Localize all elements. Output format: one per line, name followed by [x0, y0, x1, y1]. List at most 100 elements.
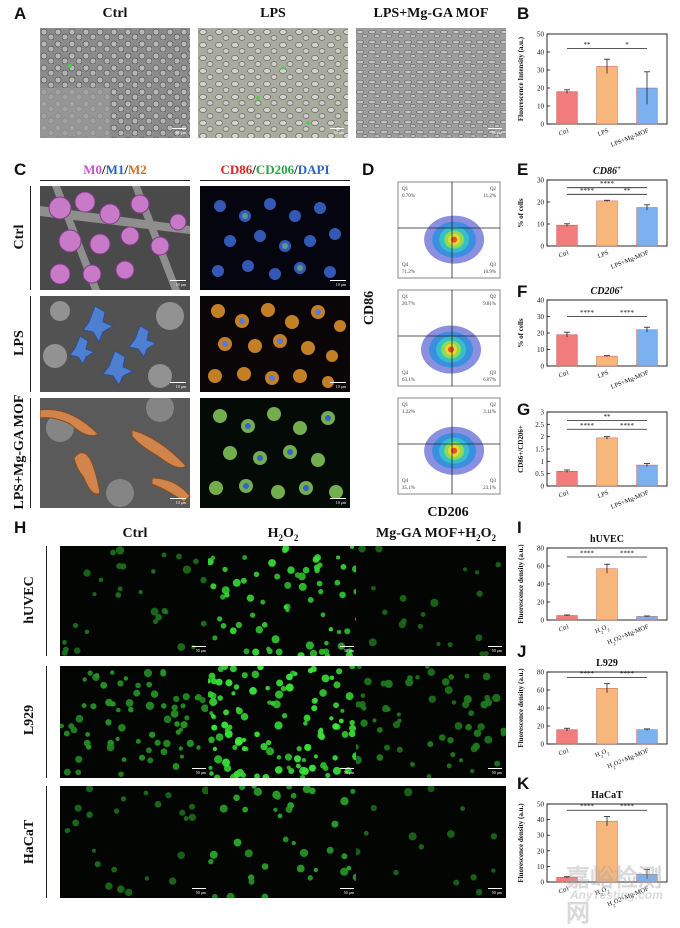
fluor-cell-1-1-17 — [233, 684, 240, 690]
fluor-cell-1-1-54 — [215, 733, 224, 742]
chart-i: hUVEC 0 20 40 60 80 Fluorescence density (a.u.… — [517, 534, 668, 646]
chart-i-cat-1: H2O2 — [594, 623, 611, 636]
chart-f-bar-0 — [556, 334, 578, 367]
fluor-cell-2-0-9 — [168, 877, 177, 885]
fluor-cell-1-2-14 — [446, 763, 452, 769]
fluor-cell-1-1-76 — [319, 689, 327, 697]
fluor-cell-1-0-36 — [115, 707, 121, 713]
flow-1-q2: Q2 — [490, 187, 497, 192]
chart-e-sig-text-1: **** — [580, 187, 595, 195]
fluor-cell-1-0-43 — [201, 704, 209, 713]
fluor-cell-0-0-12 — [161, 552, 167, 558]
panel-label-e: E — [517, 160, 529, 179]
cells-a-mof — [356, 28, 506, 138]
fluor-cell-1-1-21 — [284, 753, 293, 761]
fluor-cell-1-1-106 — [234, 738, 242, 746]
chart-j-cat-1-part-0: H — [594, 751, 601, 759]
chart-j-cat-2: H2O2+Mg-MOF — [606, 747, 650, 771]
fluor-cell-0-1-62 — [317, 562, 323, 568]
watermark-cn: 嘉峪检测网 — [566, 865, 662, 927]
fluor-cell-1-2-32 — [372, 718, 377, 723]
fluor-cell-1-1-62 — [320, 762, 327, 769]
fluor-cell-2-0-11 — [117, 885, 125, 894]
fluor-cell-1-0-49 — [170, 709, 179, 718]
fluor-cell-2-2-7 — [460, 806, 466, 812]
fluor-cell-0-1-25 — [340, 564, 347, 570]
flow-2-q2: Q2 — [490, 295, 497, 300]
panel-h-col-ctrl: Ctrl — [122, 526, 148, 541]
panel-h-col-h2o2: H2O2 — [208, 526, 358, 543]
chart-e-bar-2 — [636, 207, 658, 247]
fluor-cell-2-1-21 — [251, 786, 257, 789]
label-dapi: DAPI — [297, 162, 330, 177]
fluor-cell-1-2-0 — [454, 722, 463, 730]
chart-f-sig-text-1: **** — [620, 309, 635, 317]
fluor-cell-2-1-9 — [340, 797, 349, 806]
fluor-l929-ctrl: 50 μm — [60, 666, 210, 778]
fluor-cell-2-0-22 — [183, 816, 189, 821]
fluor-cell-0-2-11 — [447, 642, 453, 648]
chart-e-bar-1 — [596, 200, 618, 247]
fluor-cell-0-1-0 — [229, 627, 237, 635]
fluor-cell-1-0-63 — [143, 668, 153, 678]
fluor-cells-l929-h2o2 — [208, 666, 358, 778]
sep-c3: / — [252, 162, 256, 177]
micrograph-a-mof: 50 μm — [356, 28, 506, 138]
chart-e-ytick-label-3: 30 — [537, 177, 545, 185]
fluor-cell-1-1-118 — [340, 708, 345, 713]
fluor-cell-1-2-13 — [477, 723, 485, 731]
chart-i-ytick-label-2: 40 — [537, 581, 545, 589]
fluor-cell-1-0-53 — [123, 676, 129, 681]
fluor-cell-2-1-34 — [244, 849, 253, 858]
fluor-cell-1-1-79 — [276, 679, 284, 687]
row-line-h3 — [46, 786, 48, 898]
scalebar-h-l929-mof: 50 μm — [488, 768, 502, 775]
cells-a-ctrl — [40, 28, 190, 138]
chart-k-ytick-label-3: 30 — [537, 832, 545, 840]
chart-g-ytick-label-2: 1 — [541, 458, 545, 466]
fluor-cell-0-0-5 — [62, 639, 67, 645]
fluor-cell-1-0-58 — [110, 670, 115, 675]
fluor-cell-1-1-88 — [262, 774, 270, 778]
fluor-cell-1-0-57 — [194, 695, 200, 701]
flow-2-q3: Q3 — [490, 371, 497, 376]
fluor-cell-0-0-25 — [92, 592, 97, 597]
fluor-cell-2-1-39 — [248, 878, 255, 885]
fluor-cell-1-2-3 — [384, 679, 393, 689]
fluor-cell-0-1-12 — [243, 648, 250, 655]
flow-3-v4: 35.1% — [402, 486, 415, 491]
fluor-cell-0-1-69 — [232, 578, 241, 587]
chart-f-ytick-label-0: 0 — [541, 363, 545, 371]
fluor-cell-1-0-23 — [149, 731, 156, 738]
fluor-cell-1-0-12 — [128, 706, 134, 713]
panel-a-title-ctrl: Ctrl — [102, 6, 128, 21]
fluor-cell-1-1-93 — [285, 683, 294, 692]
chart-k-cat-2-part-0: H — [606, 900, 613, 908]
fluor-cell-1-2-18 — [356, 744, 359, 750]
sem-ctrl: 10 μm — [40, 186, 190, 290]
fluor-cells-huvec-h2o2 — [208, 546, 358, 656]
chart-j-bar-1 — [596, 688, 618, 745]
fluor-cell-2-1-35 — [285, 805, 293, 813]
chart-b-sig-text-0: ** — [584, 41, 592, 49]
fluor-cell-1-2-58 — [469, 768, 475, 774]
fluor-cell-1-1-115 — [221, 721, 229, 729]
sep-c2: / — [124, 162, 129, 177]
fluor-cell-0-1-49 — [240, 577, 247, 584]
fluor-cell-2-0-12 — [94, 861, 101, 868]
fluor-cell-1-0-4 — [182, 693, 190, 701]
fluor-cell-1-1-104 — [231, 691, 236, 696]
chart-j-ytick-label-3: 60 — [537, 687, 545, 695]
label-m1: M1 — [105, 162, 125, 177]
chart-i-cat-1-part-0: H — [594, 627, 601, 635]
fluor-cell-0-1-63 — [283, 605, 288, 610]
fluor-hacat-h2o2: 50 μm — [208, 786, 358, 898]
fluor-cell-1-1-23 — [254, 773, 260, 778]
chart-b-bar-1 — [596, 66, 618, 125]
fluor-cell-0-1-13 — [305, 641, 315, 650]
fluor-cell-1-2-21 — [450, 752, 456, 758]
label-m2: M2 — [128, 162, 147, 177]
fluor-cell-1-2-42 — [356, 701, 362, 708]
chart-k-ytick-label-2: 20 — [537, 847, 545, 855]
